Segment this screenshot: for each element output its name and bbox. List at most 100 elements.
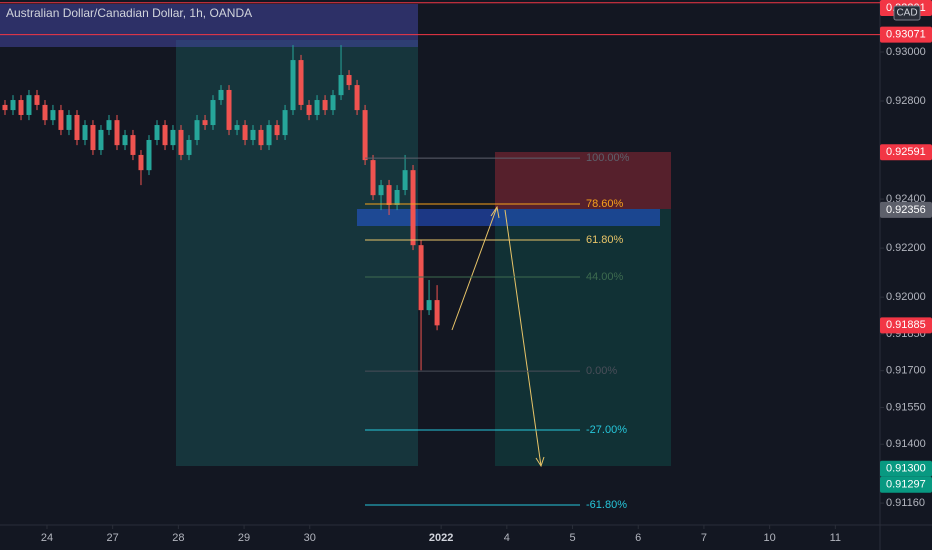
candle-body	[202, 120, 208, 126]
path-arrow	[504, 209, 542, 467]
fib-label: -61.80%	[586, 499, 627, 511]
price-label: 0.91297	[886, 479, 926, 491]
candle-body	[250, 129, 256, 140]
x-tick-label: 10	[764, 532, 776, 544]
y-tick-label: 0.91160	[886, 497, 925, 509]
candle-body	[154, 125, 160, 140]
candle-body	[42, 104, 48, 121]
target-zone	[495, 209, 671, 466]
candle-body	[346, 75, 352, 86]
candle-body	[50, 110, 56, 121]
candle-body	[314, 100, 320, 115]
x-tick-label: 24	[41, 532, 53, 544]
candle-body	[114, 120, 120, 146]
candle-body	[434, 300, 440, 326]
candle-body	[402, 170, 408, 191]
candle-body	[10, 100, 16, 111]
x-tick-label: 6	[635, 532, 641, 544]
candle-body	[2, 104, 8, 111]
price-label-box	[880, 26, 932, 43]
candle-body	[194, 120, 200, 140]
arrow-head	[535, 456, 545, 468]
candle-body	[218, 89, 224, 101]
candle-body	[58, 110, 64, 130]
candle-body	[378, 185, 384, 196]
x-tick-label: 30	[304, 532, 316, 544]
fib-label: 0.00%	[586, 365, 617, 377]
entry-zone	[357, 209, 660, 226]
currency-label: CAD	[896, 8, 917, 19]
candle-body	[74, 114, 80, 140]
candle-body	[258, 129, 264, 146]
x-tick-label: 7	[701, 532, 707, 544]
candle-body	[210, 100, 216, 126]
candle-body	[66, 114, 72, 130]
fib-label: 78.60%	[586, 198, 624, 210]
candle-body	[394, 190, 400, 205]
range-zone	[176, 40, 418, 466]
candle-body	[82, 125, 88, 140]
candle-body	[266, 125, 272, 146]
candle-body	[170, 129, 176, 146]
x-tick-label: 27	[107, 532, 119, 544]
candle-body	[242, 125, 248, 140]
candle-body	[290, 60, 296, 111]
candle-body	[186, 139, 192, 155]
marks	[2, 45, 440, 371]
candle-body	[274, 125, 280, 136]
price-label-box	[880, 201, 932, 218]
price-label-box	[880, 144, 932, 161]
x-tick-label: 2022	[429, 532, 453, 544]
price-label: 0.92356	[886, 204, 926, 216]
candle-body	[226, 89, 232, 130]
candle-body	[138, 154, 144, 171]
candle-body	[146, 139, 152, 171]
candle-body	[322, 100, 328, 111]
candle-body	[298, 60, 304, 105]
x-tick-label: 4	[504, 532, 510, 544]
y-tick-label: 0.93000	[886, 46, 926, 58]
chart-title: Australian Dollar/Canadian Dollar, 1h, O…	[6, 6, 252, 20]
y-tick-label: 0.91550	[886, 401, 926, 413]
price-label-box	[880, 317, 932, 334]
x-tick-label: 5	[569, 532, 575, 544]
candle-body	[162, 125, 168, 146]
fib-label: -27.00%	[586, 424, 627, 436]
x-tick-label: 28	[172, 532, 184, 544]
candle-body	[426, 300, 432, 311]
candle-body	[98, 129, 104, 151]
y-tick-label: 0.91700	[886, 365, 926, 377]
y-tick-label: 0.92000	[886, 291, 926, 303]
candle-body	[418, 245, 424, 311]
candle-body	[386, 185, 392, 205]
candle-body	[370, 160, 376, 196]
candle-body	[330, 95, 336, 111]
candle-body	[354, 85, 360, 111]
currency-box	[893, 5, 921, 21]
price-label: 0.91885	[886, 319, 926, 331]
y-tick-label: 0.92800	[886, 95, 926, 107]
candle-body	[90, 125, 96, 151]
price-label-box	[880, 460, 932, 477]
candle-body	[106, 120, 112, 130]
price-label-box	[880, 476, 932, 493]
candle-body	[282, 110, 288, 136]
candle-body	[234, 125, 240, 130]
candle-body	[130, 135, 136, 155]
x-tick-label: 11	[830, 532, 841, 544]
fib-label: 100.00%	[586, 152, 630, 164]
candle-body	[178, 129, 184, 155]
arrow-head	[490, 205, 500, 219]
candle-body	[306, 104, 312, 115]
stop-zone	[495, 152, 671, 209]
y-tick-label: 0.92200	[886, 242, 926, 254]
supply-zone	[0, 4, 418, 47]
path-arrow	[451, 206, 498, 331]
candle-body	[122, 135, 128, 146]
candle-body	[34, 95, 40, 105]
fib-label: 61.80%	[586, 234, 624, 246]
fib-label: 44.00%	[586, 271, 624, 283]
price-label: 0.92591	[886, 146, 926, 158]
